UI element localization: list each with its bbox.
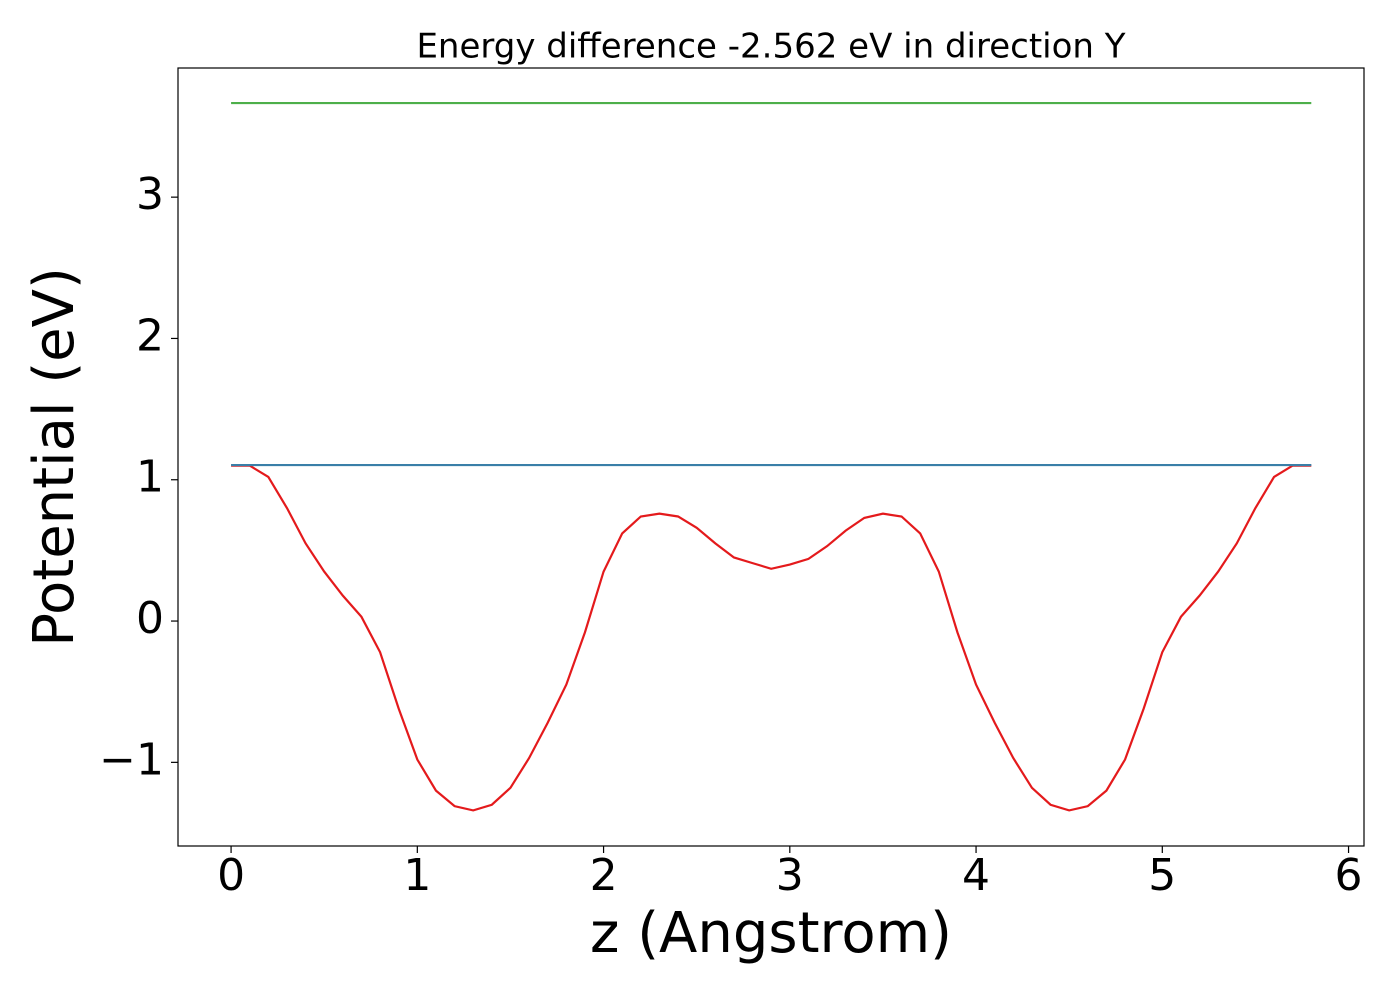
y-tick-label: −1 — [99, 734, 164, 785]
plot-frame — [177, 67, 1365, 847]
y-axis-label: Potential (eV) — [22, 267, 87, 647]
x-tick-label: 6 — [1335, 850, 1363, 901]
x-tick-label: 4 — [962, 850, 990, 901]
chart-title: Energy difference -2.562 eV in direction… — [416, 27, 1125, 67]
y-tick-label: 3 — [136, 169, 164, 220]
y-tick-label: 1 — [136, 452, 164, 503]
x-tick-label: 2 — [590, 850, 618, 901]
y-tick-label: 0 — [136, 593, 164, 644]
x-tick-label: 0 — [217, 850, 245, 901]
line-series — [231, 464, 1312, 812]
x-axis-label: z (Angstrom) — [590, 901, 952, 966]
x-tick-label: 3 — [776, 850, 804, 901]
x-tick-label: 1 — [403, 850, 431, 901]
y-tick-label: 2 — [136, 310, 164, 361]
x-tick-label: 5 — [1148, 850, 1176, 901]
